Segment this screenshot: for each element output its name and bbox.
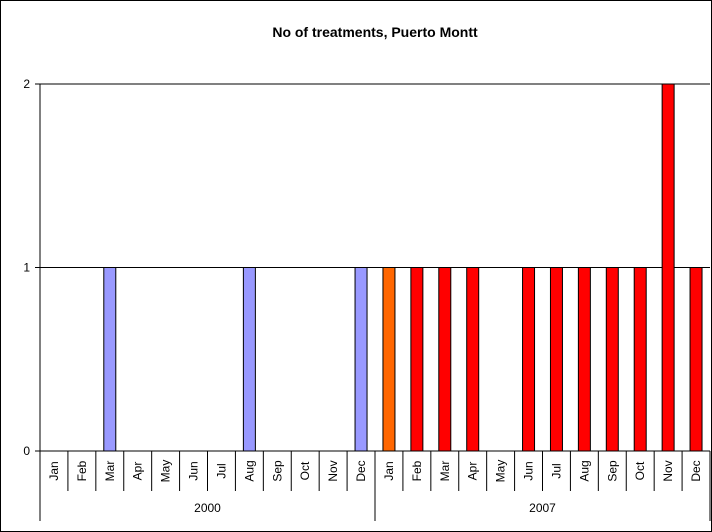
- group-label: 2000: [194, 501, 221, 515]
- x-tick-label: Nov: [661, 460, 675, 481]
- bar: [661, 83, 675, 452]
- x-tick-label: Oct: [298, 461, 312, 480]
- bar: [466, 267, 480, 452]
- y-tick-label: 0: [23, 444, 30, 458]
- bar: [410, 267, 424, 452]
- bar: [605, 267, 619, 452]
- x-tick-label: Mar: [438, 461, 452, 482]
- x-tick-label: Apr: [466, 462, 480, 481]
- y-tick-label: 1: [23, 261, 30, 275]
- x-tick-label: Aug: [242, 460, 256, 481]
- bar: [549, 267, 563, 452]
- x-tick-label: Dec: [689, 460, 703, 481]
- x-tick-label: Mar: [103, 461, 117, 482]
- bar: [522, 267, 536, 452]
- x-tick-label: Jan: [47, 461, 61, 480]
- bar: [577, 267, 591, 452]
- x-tick-label: Dec: [354, 460, 368, 481]
- x-tick-label: Nov: [326, 460, 340, 481]
- bar: [382, 267, 396, 452]
- chart-title: No of treatments, Puerto Montt: [272, 24, 478, 40]
- group-label: 2007: [529, 501, 556, 515]
- x-tick-label: Jul: [214, 463, 228, 478]
- x-tick-label: Oct: [633, 461, 647, 480]
- bar: [354, 267, 368, 452]
- bar: [103, 267, 117, 452]
- x-tick-label: Aug: [577, 460, 591, 481]
- x-tick-label: Jun: [187, 461, 201, 480]
- x-tick-label: May: [159, 460, 173, 483]
- x-tick-label: Sep: [605, 460, 619, 482]
- x-tick-label: Jul: [549, 463, 563, 478]
- bar: [633, 267, 647, 452]
- x-tick-label: Feb: [410, 460, 424, 481]
- x-tick-label: May: [494, 460, 508, 483]
- bar: [438, 267, 452, 452]
- y-tick-label: 2: [23, 77, 30, 91]
- x-tick-label: Sep: [270, 460, 284, 482]
- bar: [689, 267, 703, 452]
- bar: [242, 267, 256, 452]
- x-tick-label: Feb: [75, 460, 89, 481]
- x-tick-label: Jan: [382, 461, 396, 480]
- x-tick-label: Jun: [522, 461, 536, 480]
- x-tick-label: Apr: [131, 462, 145, 481]
